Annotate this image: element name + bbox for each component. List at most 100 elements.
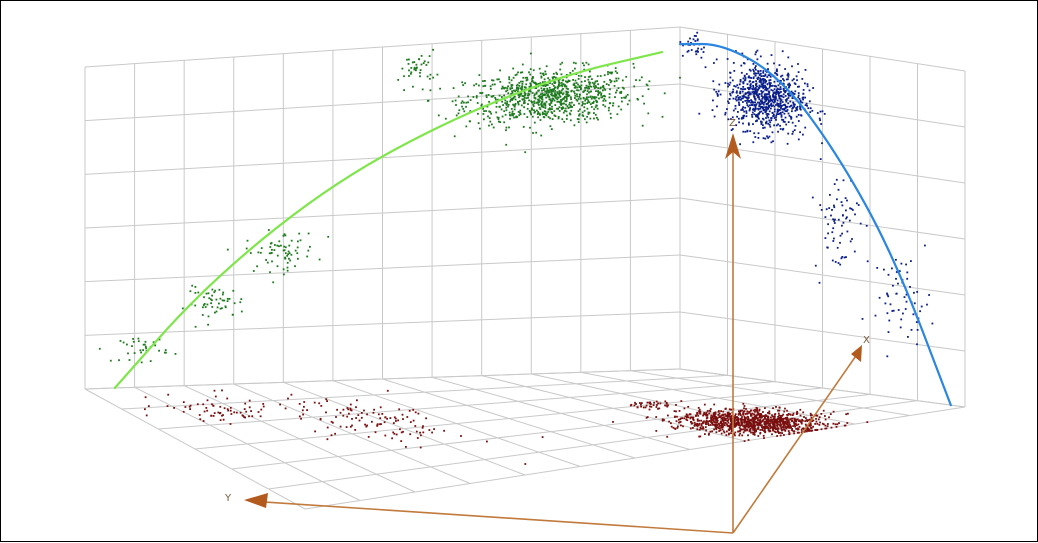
data-point [235, 411, 238, 414]
data-point [796, 413, 798, 415]
data-point [768, 74, 771, 77]
data-point [755, 103, 757, 106]
data-point [346, 407, 349, 409]
data-point [747, 420, 749, 422]
data-point [615, 91, 617, 94]
data-point [766, 425, 768, 428]
data-point [221, 293, 224, 296]
data-point [495, 98, 497, 101]
data-point [695, 50, 698, 53]
data-point [545, 84, 548, 86]
data-point [560, 82, 563, 84]
data-point [791, 65, 793, 68]
data-point [765, 117, 767, 119]
data-point [490, 95, 493, 98]
data-point [742, 413, 744, 416]
data-point [278, 240, 281, 243]
data-point [791, 110, 793, 113]
data-point [562, 79, 565, 81]
data-point [690, 42, 692, 44]
data-point [166, 405, 169, 407]
data-point [793, 82, 796, 85]
data-point [764, 407, 766, 409]
data-point [678, 410, 681, 412]
data-point [268, 252, 271, 255]
data-point [744, 77, 747, 79]
data-point [512, 103, 514, 106]
data-point [846, 230, 849, 233]
data-point [693, 421, 696, 424]
data-point [528, 71, 530, 74]
data-point [723, 416, 725, 419]
data-point [673, 410, 676, 412]
data-point [413, 61, 416, 63]
data-point [570, 96, 572, 99]
data-point [488, 100, 490, 103]
data-point [417, 412, 420, 415]
data-point [776, 102, 779, 105]
data-point [755, 120, 757, 123]
data-point [774, 72, 776, 74]
data-point [819, 158, 822, 160]
data-point [777, 430, 780, 433]
data-point [585, 86, 588, 89]
data-point [808, 100, 811, 103]
data-point [731, 421, 734, 424]
data-point [410, 71, 413, 74]
data-point [744, 106, 747, 109]
data-point [771, 112, 774, 114]
data-point [598, 97, 600, 100]
data-point [814, 264, 817, 267]
data-point [158, 349, 160, 352]
data-point [262, 405, 265, 408]
data-point [854, 213, 856, 216]
data-point [532, 105, 535, 108]
data-point [576, 118, 579, 120]
data-point [525, 83, 528, 86]
data-point [766, 98, 769, 101]
data-point [720, 426, 723, 429]
data-point [892, 284, 894, 287]
data-point [548, 107, 551, 110]
data-point [811, 420, 814, 422]
data-point [330, 420, 333, 423]
data-point [695, 53, 698, 56]
data-point [551, 76, 554, 79]
data-point [270, 252, 272, 255]
data-point [758, 408, 761, 411]
data-point [391, 437, 393, 440]
data-point [609, 81, 612, 84]
data-point [764, 137, 767, 140]
data-point [756, 119, 758, 122]
data-point [208, 297, 211, 300]
data-point [915, 321, 918, 323]
data-point [749, 409, 752, 412]
data-point [544, 113, 547, 115]
data-point [792, 92, 794, 94]
data-point [744, 130, 747, 133]
data-point [559, 95, 562, 98]
data-point [751, 104, 753, 106]
data-point [764, 81, 766, 84]
data-point [741, 90, 744, 93]
data-point [711, 416, 714, 419]
data-point [408, 58, 410, 61]
data-point [576, 95, 579, 98]
data-point [770, 419, 773, 422]
data-point [773, 80, 776, 83]
data-point [718, 410, 720, 412]
data-point [761, 416, 763, 418]
data-point [766, 135, 768, 138]
data-point [767, 426, 770, 429]
data-point [776, 419, 779, 422]
data-point [488, 124, 490, 127]
data-point [335, 416, 337, 418]
data-point [702, 427, 705, 430]
data-point [820, 428, 823, 431]
data-point [550, 101, 552, 104]
data-point [840, 201, 843, 203]
data-point [825, 208, 828, 211]
data-point [191, 284, 194, 287]
data-point [202, 420, 205, 422]
data-point [443, 429, 445, 432]
